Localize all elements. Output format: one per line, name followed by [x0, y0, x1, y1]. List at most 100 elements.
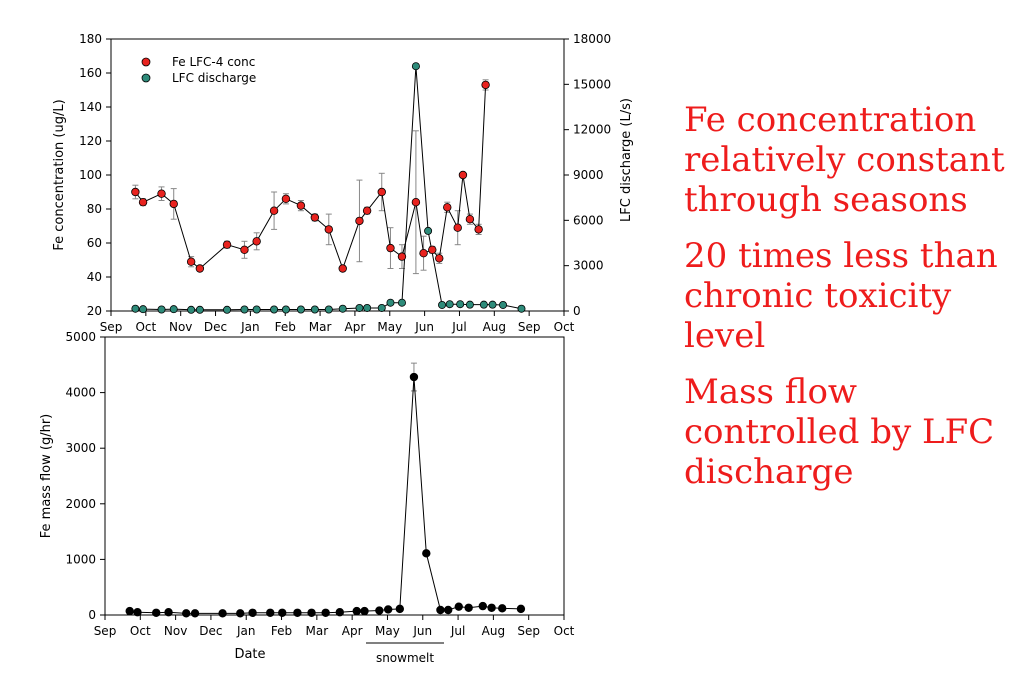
- mass-point: [443, 605, 453, 615]
- y2-tick-label: 18000: [573, 32, 611, 46]
- x-tick-label: Dec: [204, 320, 227, 334]
- x-tick-label: Nov: [164, 624, 187, 638]
- conc-point: [474, 225, 483, 234]
- bottom-series: [125, 362, 526, 618]
- discharge-point: [499, 300, 508, 309]
- x-tick-label: Jun: [412, 624, 432, 638]
- mass-point: [335, 608, 344, 617]
- mass-point: [352, 606, 361, 616]
- conc-point: [443, 203, 452, 212]
- discharge-point: [445, 300, 454, 309]
- conc-point: [169, 199, 178, 209]
- bottom-axes: 0 1000 2000 3000 4000 5000 Sep Oct Nov Dec Jan Feb M…: [65, 330, 574, 638]
- mass-line: [129, 376, 521, 614]
- y-tick-label: 60: [87, 236, 102, 250]
- y-tick-label: 120: [79, 134, 102, 148]
- bottom-plot-frame: [104, 336, 565, 616]
- mass-point: [360, 606, 369, 616]
- conc-point: [397, 252, 407, 261]
- x-tick-label: Sep: [517, 624, 540, 638]
- x-tick-label: Feb: [271, 624, 292, 638]
- discharge-point: [187, 305, 196, 314]
- mass-point: [151, 608, 161, 617]
- x-tick-label: Jan: [236, 624, 256, 638]
- conc-point: [377, 187, 386, 197]
- legend-marker-discharge: [141, 73, 151, 83]
- y-tick-label: 1000: [65, 552, 96, 566]
- x-tick-label: Jun: [414, 320, 434, 334]
- bullet-list: Fe concentration relatively constant thr…: [684, 100, 1014, 508]
- x-tick-label: Dec: [199, 624, 222, 638]
- discharge-point: [424, 226, 433, 235]
- conc-point: [157, 189, 166, 198]
- discharge-point: [411, 62, 420, 71]
- x-tick-label: Oct: [554, 624, 575, 638]
- conc-point: [481, 80, 490, 90]
- y-tick-label: 2000: [65, 497, 96, 511]
- conc-point: [131, 187, 140, 197]
- mass-point: [409, 372, 419, 382]
- conc-point: [453, 223, 462, 232]
- conc-point: [386, 243, 395, 253]
- x-tick-label: Feb: [275, 320, 296, 334]
- x-tick-label: Oct: [554, 320, 575, 334]
- conc-point: [252, 237, 261, 246]
- discharge-point: [281, 305, 290, 314]
- mass-point: [218, 609, 227, 618]
- mass-point: [278, 608, 287, 617]
- discharge-point: [252, 305, 261, 314]
- discharge-point: [223, 305, 232, 314]
- mass-point: [236, 609, 245, 618]
- x-tick-label: Sep: [518, 320, 541, 334]
- discharge-point: [517, 304, 526, 313]
- conc-point: [269, 206, 279, 215]
- mass-point: [307, 608, 316, 617]
- discharge-point: [438, 300, 447, 309]
- discharge-line: [135, 66, 522, 311]
- y2-tick-label: 6000: [573, 213, 604, 227]
- mass-point: [321, 608, 330, 617]
- conc-point: [465, 214, 475, 224]
- x-tick-label: Mar: [306, 624, 329, 638]
- discharge-point: [240, 305, 249, 314]
- conc-point: [458, 170, 468, 180]
- discharge-point: [131, 304, 140, 313]
- discharge-point: [363, 303, 372, 312]
- y-tick-label: 3000: [65, 441, 96, 455]
- mass-point: [422, 549, 431, 558]
- mass-point: [293, 608, 302, 617]
- bottom-chart: 0 1000 2000 3000 4000 5000 Sep Oct Nov Dec Jan Feb M…: [39, 330, 575, 665]
- bullet-item: 20 times less than chronic toxicity leve…: [684, 236, 998, 356]
- x-tick-label: Mar: [309, 320, 332, 334]
- discharge-point: [465, 300, 474, 309]
- discharge-point: [377, 303, 386, 312]
- conc-point: [186, 257, 196, 266]
- conc-point: [411, 197, 421, 207]
- discharge-point: [270, 305, 279, 314]
- discharge-point: [139, 305, 148, 314]
- conc-point: [355, 216, 364, 226]
- bottom-xlabel: Date: [234, 647, 265, 662]
- top-chart: 20 40 60 80 100 120 140 160 180 0 3000 6000 9000 1200…: [52, 32, 634, 334]
- conc-point: [324, 225, 333, 234]
- mass-point: [498, 604, 507, 613]
- discharge-point: [338, 304, 347, 313]
- x-tick-label: May: [375, 624, 400, 638]
- y-tick-label: 100: [79, 168, 102, 182]
- discharge-point: [296, 305, 305, 314]
- x-tick-label: Apr: [342, 624, 363, 638]
- x-tick-label: May: [377, 320, 402, 334]
- x-tick-label: Jul: [451, 320, 466, 334]
- mass-point: [464, 603, 473, 612]
- conc-line: [134, 84, 487, 270]
- mass-point: [383, 605, 393, 614]
- discharge-point: [310, 305, 319, 314]
- conc-point: [296, 201, 306, 210]
- y-tick-label: 0: [88, 608, 96, 622]
- legend-label-discharge: LFC discharge: [172, 71, 256, 85]
- x-tick-label: Oct: [135, 320, 156, 334]
- mass-point: [375, 606, 384, 615]
- mass-point: [436, 605, 445, 615]
- x-tick-label: Aug: [483, 320, 506, 334]
